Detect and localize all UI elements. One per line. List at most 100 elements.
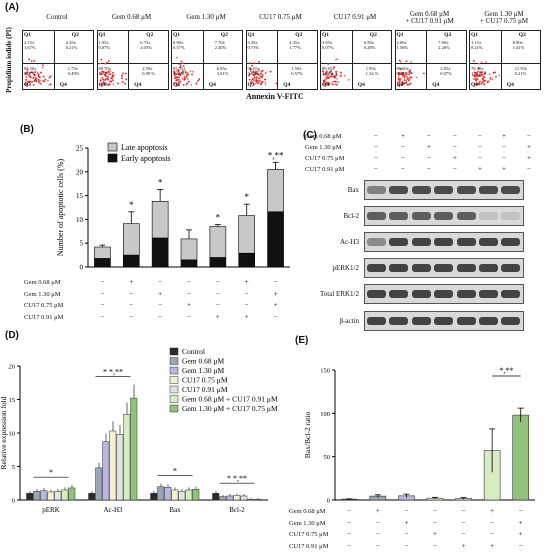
blot-band	[411, 290, 431, 298]
significance-label: *	[158, 177, 163, 187]
gate-line-h	[470, 62, 540, 64]
bar-3-6	[254, 499, 262, 501]
event-dot	[121, 81, 124, 83]
event-dot	[328, 81, 330, 84]
legend-swatch	[169, 366, 179, 375]
panel-e-condition-sign: −	[461, 530, 466, 538]
panel-e-condition-sign: +	[375, 507, 380, 515]
event-dot	[335, 80, 337, 83]
category-label: Bax	[169, 506, 181, 514]
event-dot	[473, 74, 476, 77]
category-label: Ac-H3	[103, 506, 123, 514]
gate-line-h	[23, 62, 93, 64]
event-dot	[257, 61, 260, 63]
event-dot	[330, 82, 333, 84]
quadrant-label-q3: Q3	[24, 82, 32, 88]
panel-b-condition-label: CU17 0.75 μM	[24, 302, 64, 309]
quadrant-value-q2: 8.90± 1.41%	[512, 40, 525, 50]
panel-e-condition-sign: −	[518, 541, 523, 550]
event-dot	[253, 71, 256, 74]
event-dot	[250, 82, 253, 84]
event-dot	[111, 83, 114, 86]
event-dot	[347, 78, 350, 81]
event-dot	[260, 70, 263, 73]
event-dot	[49, 83, 52, 86]
blot-band	[501, 238, 521, 246]
event-dot	[26, 68, 28, 71]
blot-band	[389, 290, 409, 298]
event-dot	[101, 78, 104, 81]
panel-b-condition-sign: +	[273, 289, 278, 298]
bar-0-1	[33, 491, 41, 501]
blot-band	[389, 264, 409, 272]
scatter-cloud	[396, 59, 425, 86]
event-dot	[494, 71, 496, 74]
event-dot	[405, 60, 407, 63]
bar-late-apoptosis	[209, 226, 227, 258]
bar-1-5	[123, 413, 131, 501]
bar-1-1	[95, 467, 103, 501]
significance-label: * *,**	[227, 474, 247, 483]
bar-2-1	[157, 486, 165, 501]
event-dot	[108, 73, 111, 76]
event-dot	[185, 75, 188, 78]
quadrant-label-q4: Q4	[357, 82, 365, 88]
event-dot	[327, 63, 330, 66]
legend-label: CU17 0.91 μM	[182, 385, 228, 394]
event-dot	[104, 74, 107, 77]
event-dot	[177, 70, 180, 73]
quadrant-value-q4: 1.95± 1.34 %	[365, 65, 379, 76]
quadrant-label-q4: Q4	[283, 82, 291, 88]
y-axis-label: Relative expression fold	[0, 396, 8, 469]
bar-early-apoptosis	[267, 211, 284, 268]
event-dot	[47, 79, 49, 82]
event-dot	[175, 79, 178, 82]
panel-e-condition-sign: +	[404, 518, 409, 527]
event-dot	[42, 80, 45, 82]
panel-b-condition-sign: +	[244, 312, 249, 321]
event-dot	[405, 71, 407, 74]
scatter-cloud	[247, 61, 278, 86]
event-dot	[253, 76, 256, 79]
event-dot	[480, 73, 483, 76]
event-dot	[37, 75, 40, 78]
event-dot	[401, 83, 404, 85]
panel-b-condition-label: Gem 1.30 μM	[24, 290, 61, 298]
legend-label: Gem 1.30 μM	[182, 366, 224, 375]
bar-early-apoptosis	[94, 258, 111, 268]
panel-c-condition-sign: −	[374, 165, 378, 173]
legend-swatch	[169, 357, 179, 365]
event-dot	[475, 83, 478, 86]
flow-plot: Q1 Q2 Q3 Q4 2.60± 1.56% 7.90± 2.26% 86.60± 0.2…	[394, 30, 467, 90]
event-dot	[486, 81, 489, 84]
y-tick-label: 10	[76, 216, 84, 224]
event-dot	[335, 74, 338, 77]
panel-b-condition-sign: −	[100, 278, 105, 286]
gate-line-v	[500, 31, 502, 89]
event-dot	[187, 73, 189, 76]
flow-plot: Q1 Q2 Q3 Q4 0.90± 0.57% 7.70± 2.40% 85.35± 1.4…	[171, 30, 243, 90]
gate-line-h	[97, 62, 168, 64]
event-dot	[176, 56, 178, 59]
quadrant-label-q1: Q1	[247, 32, 255, 38]
bar-2-2	[164, 487, 172, 501]
quadrant-label-q4: Q4	[208, 82, 216, 88]
event-dot	[176, 79, 179, 82]
panel-c-condition-sign: +	[502, 165, 506, 173]
panel-e-condition-sign: −	[347, 507, 352, 515]
panel-b-condition-sign: −	[100, 312, 105, 321]
panel-e-condition-label: CU17 0.75 μM	[289, 531, 329, 538]
event-dot	[179, 66, 181, 69]
y-tick-label: 25	[76, 145, 84, 153]
panel-e-condition-sign: −	[375, 518, 380, 527]
panel-c-condition-sign: +	[527, 143, 531, 151]
event-dot	[176, 84, 179, 86]
event-dot	[31, 77, 34, 80]
event-dot	[261, 80, 263, 83]
panel-c-condition-sign: −	[427, 165, 431, 173]
event-dot	[256, 73, 259, 75]
bax-bcl2-ratio-chart: 0 50 100 150 Bax/Bcl-2 ratio *,**	[303, 366, 535, 505]
event-dot	[32, 76, 35, 79]
panel-e-condition-sign: −	[404, 541, 409, 550]
panel-e-condition-sign: +	[433, 530, 437, 538]
